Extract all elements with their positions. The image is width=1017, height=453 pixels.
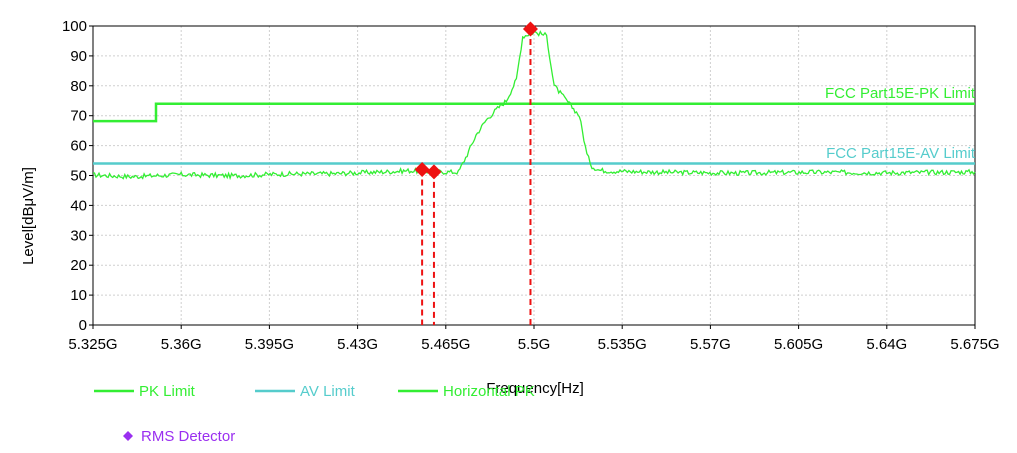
x-tick-label: 5.535G [598,336,647,353]
x-tick-label: 5.64G [866,336,907,353]
y-tick-label: 0 [79,317,87,334]
legend-label: AV Limit [300,383,356,400]
x-tick-label: 5.675G [950,336,999,353]
x-tick-label: 5.43G [337,336,378,353]
y-tick-label: 80 [70,78,87,95]
x-axis-ticks: 5.325G 5.36G 5.395G 5.43G 5.465G 5.5G 5.535G 5.… [68,325,1000,353]
x-tick-label: 5.605G [774,336,823,353]
series-pk-limit [93,102,975,123]
y-tick-label: 90 [70,48,87,65]
y-tick-label: 30 [70,227,87,244]
rms-marker-point [522,21,538,37]
legend-label: PK Limit [139,383,196,400]
legend-label: Horizontal PK [443,383,535,400]
y-axis-ticks: 0 10 20 30 40 50 60 70 80 90 100 [62,18,93,334]
y-tick-label: 60 [70,138,87,155]
y-tick-label: 100 [62,18,87,35]
y-tick-label: 50 [70,168,87,185]
x-tick-label: 5.395G [245,336,294,353]
x-tick-label: 5.36G [161,336,202,353]
x-tick-label: 5.5G [518,336,551,353]
y-tick-label: 40 [70,197,87,214]
rms-markers [414,21,538,325]
rms-marker-point [426,164,442,180]
y-tick-label: 20 [70,257,87,274]
av-limit-label: FCC Part15E-AV Limit [826,145,976,162]
x-axis-title: Frequency[Hz] [486,380,584,397]
pk-limit-label: FCC Part15E-PK Limit [825,85,976,102]
x-tick-label: 5.465G [421,336,470,353]
y-tick-label: 70 [70,108,87,125]
legend: PK Limit AV Limit Horizontal PK RMS Detecto… [94,383,535,445]
y-tick-label: 10 [70,287,87,304]
grid-lines [93,26,975,325]
y-axis-title: Level[dBμV/m] [20,167,37,265]
x-tick-label: 5.57G [690,336,731,353]
legend-diamond-icon [123,431,133,441]
rms-marker-point [414,162,430,178]
legend-label: RMS Detector [141,428,235,445]
x-tick-label: 5.325G [68,336,117,353]
